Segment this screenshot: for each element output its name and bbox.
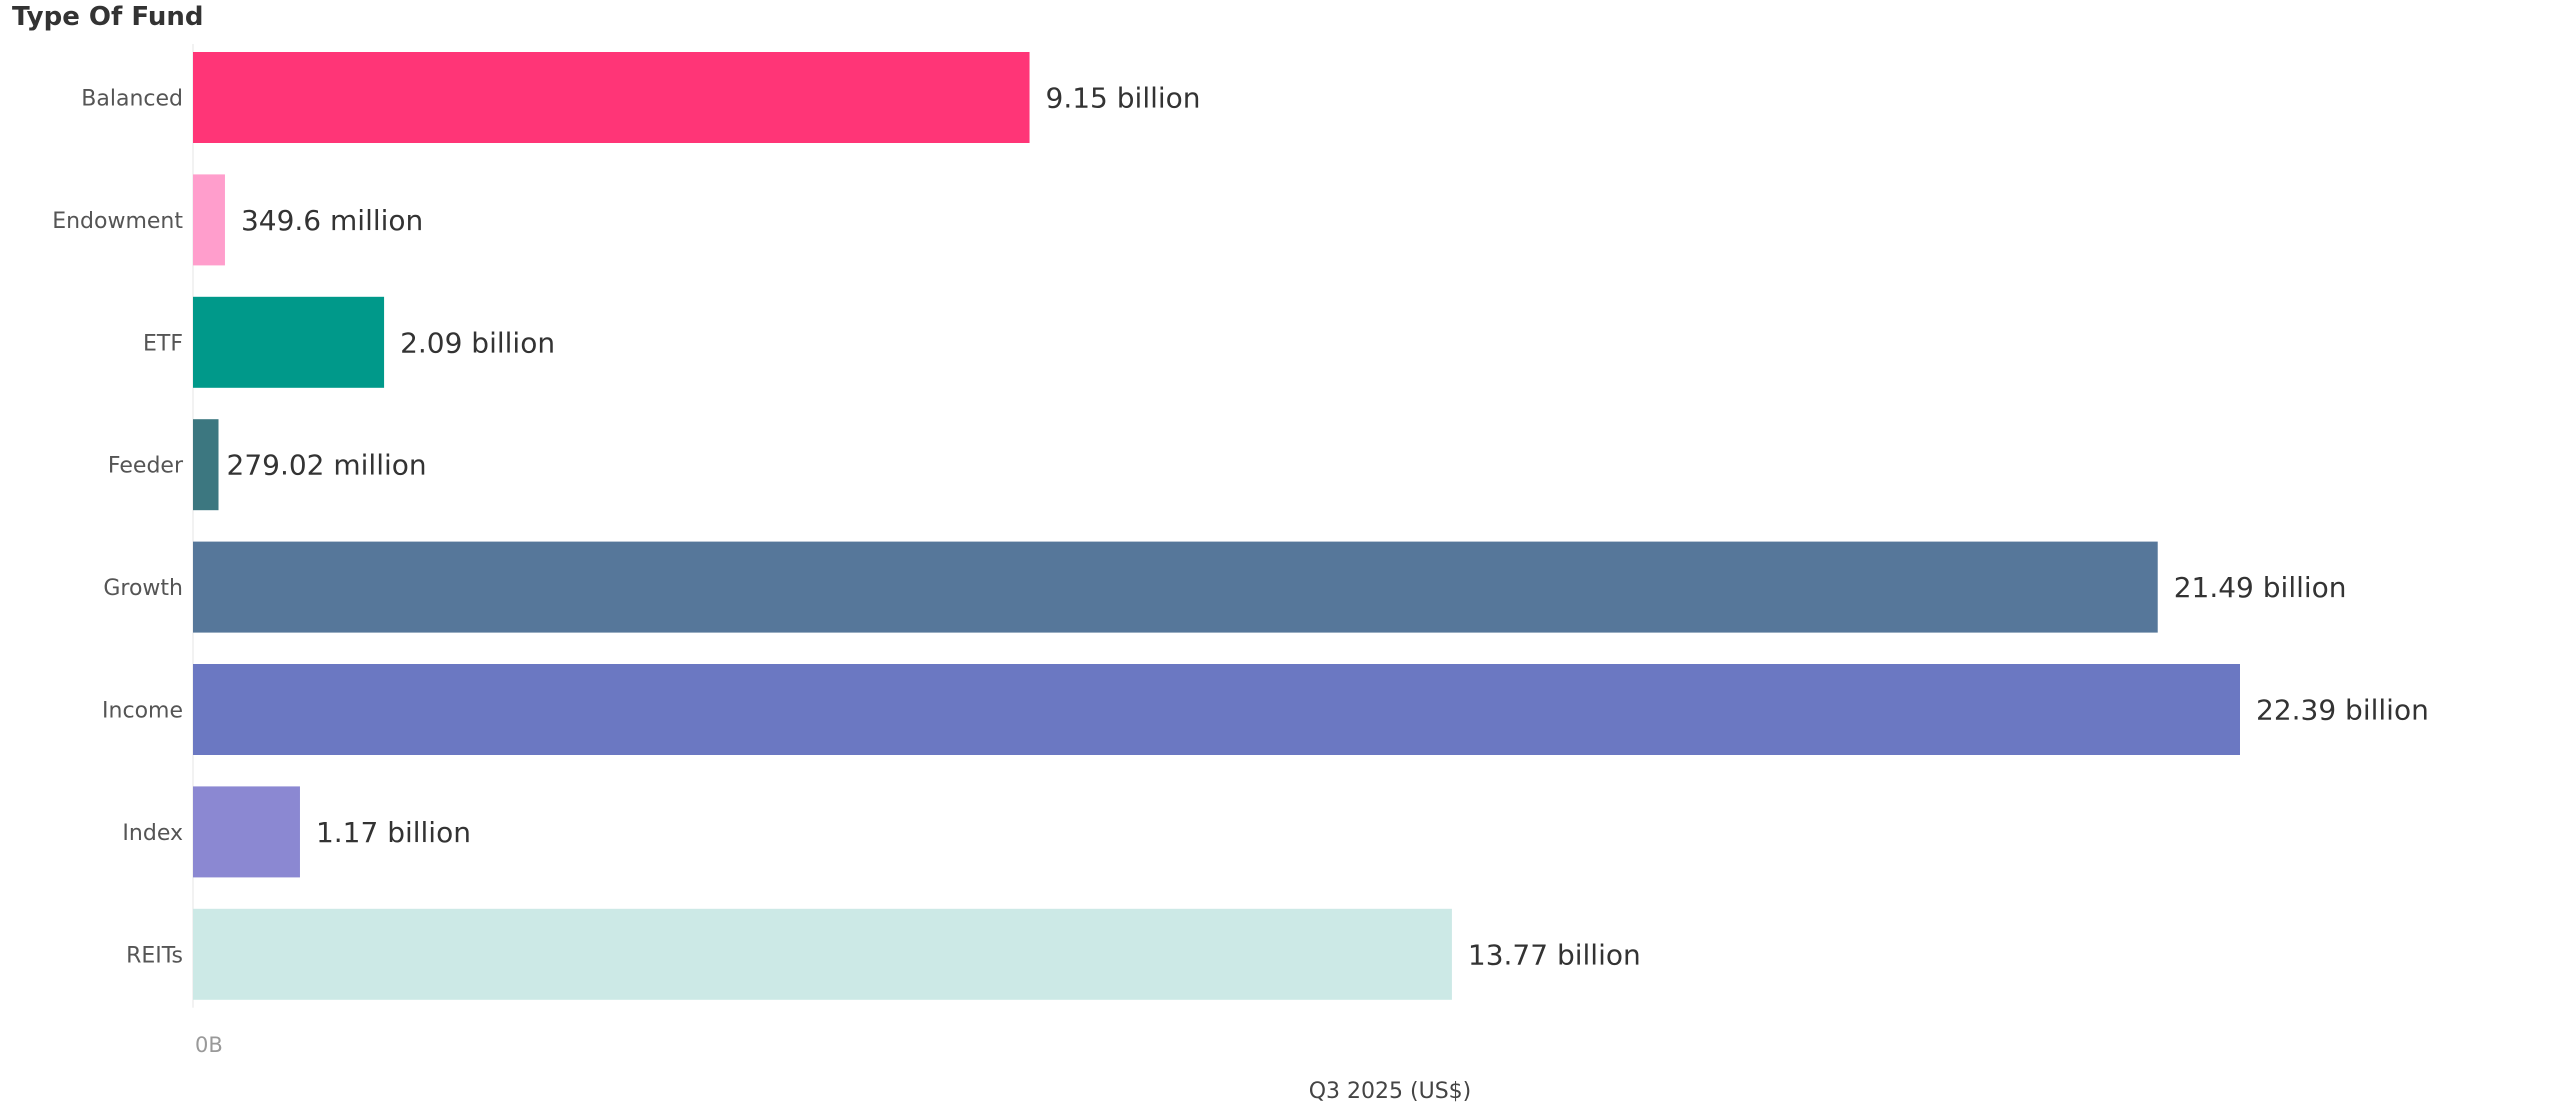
data-label-etf: 2.09 billion: [400, 326, 555, 359]
data-label-endowment: 349.6 million: [241, 204, 423, 237]
bar-growth: [193, 541, 2158, 633]
data-label-growth: 21.49 billion: [2174, 571, 2347, 604]
data-label-income: 22.39 billion: [2256, 694, 2429, 727]
bar-endowment: [193, 174, 225, 266]
bar-index: [193, 786, 300, 878]
data-label-balanced: 9.15 billion: [1046, 82, 1201, 115]
category-label-index: Index: [122, 821, 183, 846]
data-label-index: 1.17 billion: [316, 816, 471, 849]
bar-feeder: [193, 419, 219, 511]
category-label-endowment: Endowment: [52, 209, 183, 234]
category-label-income: Income: [102, 699, 183, 724]
category-label-feeder: Feeder: [108, 454, 184, 479]
category-label-etf: ETF: [143, 331, 183, 356]
x-tick-label: 0B: [195, 1033, 223, 1057]
bar-etf: [193, 296, 385, 388]
category-label-growth: Growth: [103, 576, 183, 601]
bar-reits: [193, 908, 1452, 1000]
bar-income: [193, 664, 2240, 755]
data-label-feeder: 279.02 million: [227, 449, 427, 482]
category-label-reits: REITs: [126, 943, 183, 968]
category-label-balanced: Balanced: [81, 87, 183, 112]
bar-balanced: [193, 52, 1030, 143]
data-label-reits: 13.77 billion: [1468, 938, 1641, 971]
x-axis-title: Q3 2025 (US$): [1309, 1079, 1472, 1104]
category-axis-header: Type Of Fund: [12, 2, 204, 32]
